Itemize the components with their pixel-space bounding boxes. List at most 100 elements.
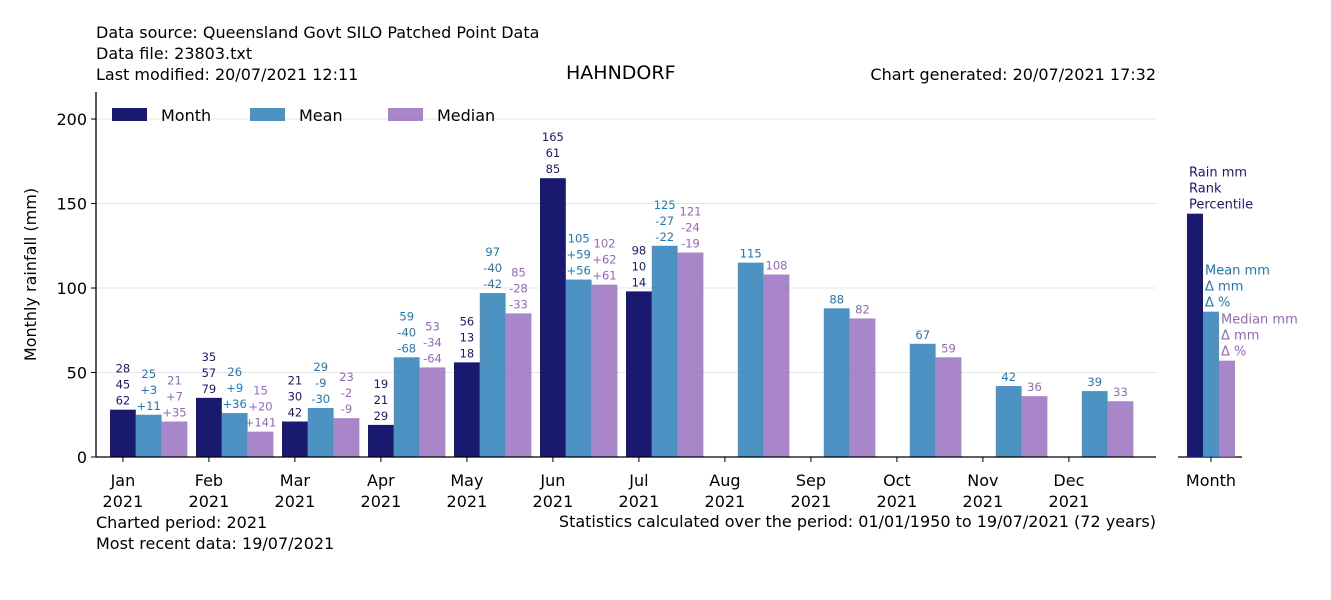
legend-label-median: Median bbox=[437, 106, 495, 125]
most-recent-data-text: Most recent data: 19/07/2021 bbox=[96, 534, 335, 553]
bar-value-label: 39 bbox=[1087, 375, 1102, 389]
legend-swatch-median bbox=[388, 108, 423, 121]
bar-month bbox=[626, 291, 652, 457]
bar-value-label: 26 bbox=[227, 365, 242, 379]
bar-value-label: 97 bbox=[485, 245, 500, 259]
bar-value-label: 42 bbox=[1001, 370, 1016, 384]
key-label: Median mm bbox=[1221, 313, 1298, 328]
bar-month bbox=[282, 421, 308, 457]
bar-value-label: 61 bbox=[546, 146, 561, 160]
y-tick-label: 100 bbox=[56, 279, 87, 298]
x-tick-label-month: Feb bbox=[195, 471, 223, 490]
x-tick-label-month: Mar bbox=[280, 471, 311, 490]
bar-median bbox=[677, 252, 704, 457]
bar-value-label: 18 bbox=[460, 346, 475, 360]
key-label: Δ % bbox=[1221, 345, 1246, 360]
x-tick-label-month: Sep bbox=[796, 471, 826, 490]
bar-mean bbox=[221, 413, 248, 457]
x-tick-label-year: 2021 bbox=[189, 492, 230, 511]
bar-value-label: 25 bbox=[141, 367, 156, 381]
y-tick-label: 200 bbox=[56, 110, 87, 129]
key-label: Percentile bbox=[1189, 198, 1253, 213]
bar-value-label: -28 bbox=[509, 281, 528, 295]
bar-value-label: -19 bbox=[681, 237, 700, 251]
key-label: Rank bbox=[1189, 182, 1222, 197]
x-tick-label-month: Jun bbox=[539, 471, 565, 490]
bar-value-label: 67 bbox=[915, 328, 930, 342]
bar-median bbox=[763, 274, 790, 457]
bar-value-label: 35 bbox=[202, 350, 217, 364]
legend-swatch-mean bbox=[250, 108, 285, 121]
x-tick-label-month: Jul bbox=[628, 471, 648, 490]
bar-value-label: -30 bbox=[311, 392, 330, 406]
bar-value-label: 15 bbox=[253, 384, 268, 398]
bar-value-label: 125 bbox=[654, 198, 676, 212]
bar-value-label: -64 bbox=[423, 351, 442, 365]
y-axis-label: Monthly rainfall (mm) bbox=[21, 188, 40, 361]
bar-value-label: +62 bbox=[592, 253, 616, 267]
bar-value-label: 121 bbox=[680, 205, 702, 219]
bar-month bbox=[196, 397, 222, 457]
key-bar-mean bbox=[1203, 311, 1219, 457]
key-bar-median bbox=[1219, 360, 1235, 457]
x-tick-label-year: 2021 bbox=[877, 492, 918, 511]
bar-value-label: 82 bbox=[855, 302, 870, 316]
bar-value-label: 42 bbox=[288, 406, 303, 420]
bar-value-label: 57 bbox=[202, 366, 217, 380]
key-label: Δ % bbox=[1205, 296, 1230, 311]
bar-mean bbox=[565, 279, 592, 457]
bar-value-label: 165 bbox=[542, 130, 564, 144]
bar-mean bbox=[393, 357, 420, 457]
legend-label-month: Month bbox=[161, 106, 211, 125]
bar-value-label: -34 bbox=[423, 335, 442, 349]
bar-mean bbox=[1081, 391, 1108, 457]
bar-value-label: +7 bbox=[166, 390, 183, 404]
charted-period-text: Charted period: 2021 bbox=[96, 513, 268, 532]
bar-value-label: +20 bbox=[248, 400, 272, 414]
bar-value-label: -40 bbox=[397, 325, 416, 339]
bar-value-label: 45 bbox=[116, 378, 131, 392]
x-tick-label-year: 2021 bbox=[1049, 492, 1090, 511]
bar-value-label: 88 bbox=[829, 292, 844, 306]
bar-value-label: -24 bbox=[681, 221, 700, 235]
bar-median bbox=[333, 418, 360, 457]
x-tick-label-year: 2021 bbox=[533, 492, 574, 511]
bar-median bbox=[161, 421, 188, 457]
bar-value-label: -9 bbox=[315, 376, 326, 390]
bar-value-label: -9 bbox=[341, 402, 352, 416]
bar-mean bbox=[135, 414, 162, 457]
bar-value-label: 21 bbox=[167, 374, 182, 388]
x-tick-label-year: 2021 bbox=[361, 492, 402, 511]
bar-value-label: +11 bbox=[137, 399, 161, 413]
bar-value-label: -68 bbox=[397, 341, 416, 355]
x-tick-label-year: 2021 bbox=[275, 492, 316, 511]
key-label: Rain mm bbox=[1189, 166, 1247, 181]
bar-value-label: +9 bbox=[226, 381, 243, 395]
bar-value-label: 21 bbox=[288, 374, 303, 388]
bar-mean bbox=[307, 407, 334, 457]
bar-month bbox=[110, 409, 136, 457]
bar-value-label: +61 bbox=[592, 269, 616, 283]
statistics-period-text: Statistics calculated over the period: 0… bbox=[558, 512, 1156, 531]
x-tick-label-month: Apr bbox=[367, 471, 395, 490]
x-tick-label-month: Nov bbox=[967, 471, 998, 490]
y-tick-label: 50 bbox=[67, 364, 87, 383]
bar-value-label: 33 bbox=[1113, 385, 1128, 399]
bar-value-label: 85 bbox=[546, 162, 561, 176]
bar-mean bbox=[479, 293, 506, 457]
bar-median bbox=[1107, 401, 1134, 457]
bar-median bbox=[1021, 396, 1048, 457]
x-tick-label-year: 2021 bbox=[705, 492, 746, 511]
x-tick-label-month: Aug bbox=[709, 471, 740, 490]
bar-value-label: 108 bbox=[766, 259, 788, 273]
y-tick-label: 150 bbox=[56, 195, 87, 214]
bar-median bbox=[849, 318, 876, 457]
bar-value-label: 98 bbox=[632, 243, 647, 257]
bar-value-label: +56 bbox=[567, 264, 591, 278]
x-tick-label-month: Oct bbox=[883, 471, 911, 490]
bar-value-label: -33 bbox=[509, 297, 528, 311]
key-label: Mean mm bbox=[1205, 264, 1270, 279]
bar-median bbox=[419, 367, 446, 457]
bar-value-label: -2 bbox=[341, 386, 352, 400]
x-tick-label-year: 2021 bbox=[103, 492, 144, 511]
